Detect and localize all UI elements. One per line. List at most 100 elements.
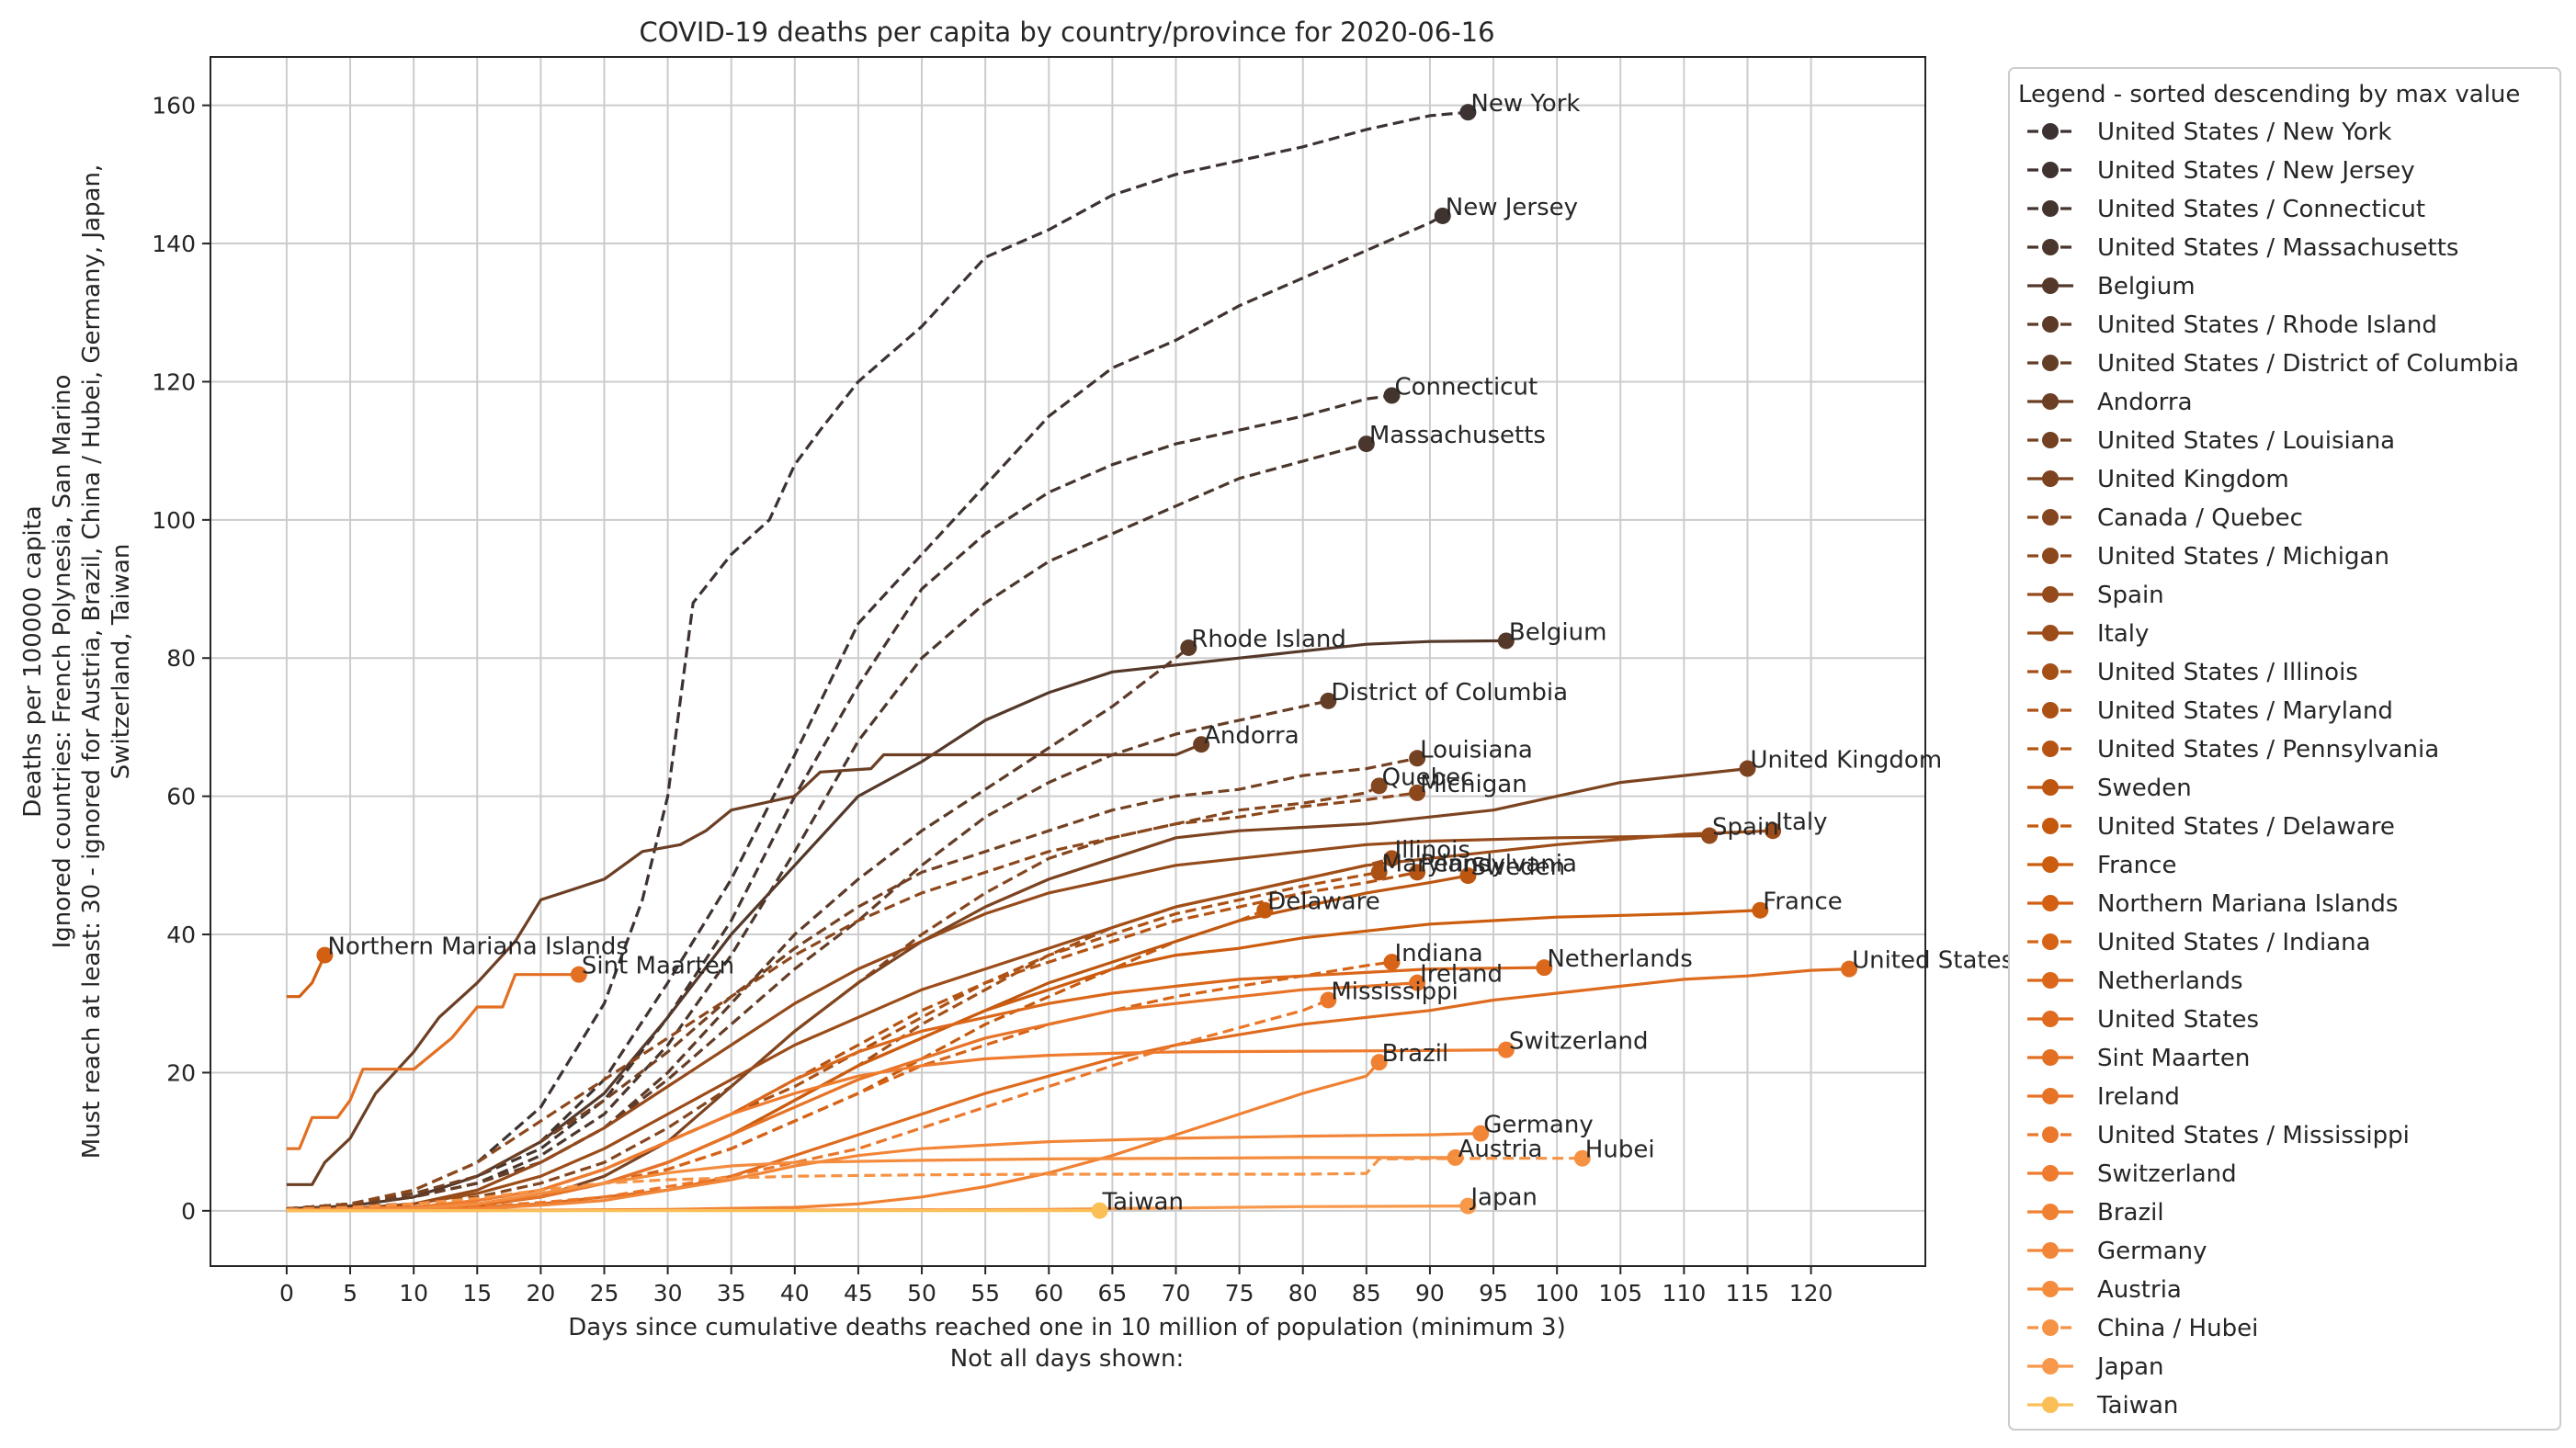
legend-entry: Japan	[2095, 1353, 2164, 1381]
series-end-label: Hubei	[1585, 1137, 1655, 1164]
legend-marker	[2042, 123, 2059, 140]
legend-entry: United States / Illinois	[2097, 659, 2358, 686]
legend: Legend - sorted descending by max value …	[2009, 68, 2560, 1430]
x-tick-label: 75	[1225, 1280, 1254, 1307]
x-tick-label: 120	[1789, 1280, 1833, 1307]
series-end-label: Italy	[1776, 809, 1827, 836]
legend-marker	[2042, 1242, 2059, 1259]
legend-marker	[2042, 1358, 2059, 1374]
series-end-label: New York	[1470, 90, 1580, 118]
legend-marker	[2042, 1281, 2059, 1297]
y-axis-label-line2: Ignored countries: French Polynesia, San…	[49, 375, 76, 949]
x-tick-label: 10	[399, 1280, 428, 1307]
legend-entry: Sint Maarten	[2097, 1045, 2250, 1072]
series-end-label: Sweden	[1470, 854, 1565, 881]
legend-marker	[2042, 625, 2059, 641]
legend-marker	[2042, 856, 2059, 873]
x-axis-label-line2: Not all days shown:	[950, 1345, 1185, 1373]
x-tick-label: 80	[1288, 1280, 1318, 1307]
x-tick-label: 100	[1535, 1280, 1579, 1307]
legend-entry: United States / New Jersey	[2097, 157, 2415, 185]
x-tick-label: 0	[279, 1280, 294, 1307]
legend-marker	[2042, 586, 2059, 603]
legend-marker	[2042, 162, 2059, 178]
legend-marker	[2042, 1319, 2059, 1336]
legend-marker	[2042, 1397, 2059, 1413]
legend-entry: Ireland	[2097, 1083, 2180, 1111]
legend-marker	[2042, 316, 2059, 333]
legend-marker	[2042, 432, 2059, 448]
series-end-label: New Jersey	[1446, 194, 1578, 221]
series-end-label: Netherlands	[1547, 945, 1693, 973]
x-tick-label: 55	[970, 1280, 1000, 1307]
legend-entry: United States / Rhode Island	[2097, 311, 2437, 339]
series-end-label: Delaware	[1267, 888, 1379, 916]
legend-entry: United States / Michigan	[2097, 543, 2389, 571]
series-end-label: Rhode Island	[1191, 626, 1346, 653]
x-tick-label: 40	[780, 1280, 810, 1307]
chart-title: COVID-19 deaths per capita by country/pr…	[639, 17, 1494, 48]
legend-marker	[2042, 1126, 2059, 1143]
legend-entry: United States / New York	[2097, 119, 2391, 146]
legend-marker	[2042, 818, 2059, 834]
legend-marker	[2042, 779, 2059, 796]
legend-entry: Northern Mariana Islands	[2097, 890, 2398, 918]
legend-entry: United States / Mississippi	[2097, 1122, 2410, 1149]
legend-marker	[2042, 1011, 2059, 1027]
series-end-label: Switzerland	[1509, 1028, 1649, 1056]
series-end-label: Connecticut	[1394, 373, 1538, 401]
legend-marker	[2042, 277, 2059, 294]
legend-marker	[2042, 663, 2059, 680]
series-end-label: Louisiana	[1420, 736, 1533, 764]
legend-entry: United States / Pennsylvania	[2097, 736, 2439, 764]
x-tick-label: 35	[717, 1280, 746, 1307]
legend-entry: United States	[2097, 1006, 2259, 1034]
legend-marker	[2042, 1049, 2059, 1066]
legend-marker	[2042, 972, 2059, 989]
x-tick-label: 105	[1598, 1280, 1642, 1307]
x-tick-label: 45	[844, 1280, 873, 1307]
legend-marker	[2042, 702, 2059, 718]
legend-entry: United States / Connecticut	[2097, 196, 2425, 223]
series-end-label: Andorra	[1204, 722, 1299, 750]
x-axis-label-line1: Days since cumulative deaths reached one…	[568, 1314, 1566, 1341]
legend-entry: Austria	[2097, 1276, 2182, 1304]
y-axis-label-line3: Must reach at least: 30 - ignored for Au…	[78, 164, 106, 1159]
legend-marker	[2042, 200, 2059, 217]
legend-marker	[2042, 239, 2059, 255]
y-tick-label: 160	[152, 93, 196, 119]
y-tick-label: 100	[152, 507, 196, 534]
series-end-label: Michigan	[1420, 771, 1527, 798]
x-tick-label: 25	[590, 1280, 619, 1307]
series-end-label: Taiwan	[1102, 1189, 1184, 1216]
x-tick-label: 65	[1097, 1280, 1127, 1307]
legend-entry: United States / Louisiana	[2097, 427, 2395, 455]
y-axis-label-line1: Deaths per 100000 capita	[19, 505, 47, 818]
series-end-label: United States	[1852, 947, 2014, 975]
legend-entry: Germany	[2097, 1238, 2207, 1265]
legend-entry: United Kingdom	[2097, 466, 2289, 493]
legend-entry: Belgium	[2097, 273, 2196, 300]
legend-marker	[2042, 548, 2059, 564]
legend-entry: France	[2097, 852, 2176, 879]
legend-marker	[2042, 933, 2059, 950]
legend-entry: United States / Massachusetts	[2097, 234, 2458, 262]
legend-entry: United States / District of Columbia	[2097, 350, 2519, 378]
x-tick-label: 50	[907, 1280, 936, 1307]
x-tick-label: 70	[1162, 1280, 1191, 1307]
y-tick-label: 20	[166, 1059, 196, 1086]
legend-entry: United States / Delaware	[2097, 813, 2395, 841]
legend-entry: Switzerland	[2097, 1160, 2237, 1188]
legend-marker	[2042, 509, 2059, 526]
series-end-label: Mississippi	[1331, 978, 1458, 1005]
legend-marker	[2042, 895, 2059, 911]
series-end-label: Massachusetts	[1369, 422, 1546, 449]
x-tick-label: 115	[1726, 1280, 1770, 1307]
legend-entry: China / Hubei	[2097, 1315, 2258, 1342]
legend-entry: Netherlands	[2097, 967, 2243, 995]
series-end-label: Japan	[1469, 1184, 1538, 1212]
legend-entry: Sweden	[2097, 775, 2192, 802]
legend-entry: United States / Indiana	[2097, 929, 2371, 956]
legend-entry: Spain	[2097, 582, 2164, 609]
